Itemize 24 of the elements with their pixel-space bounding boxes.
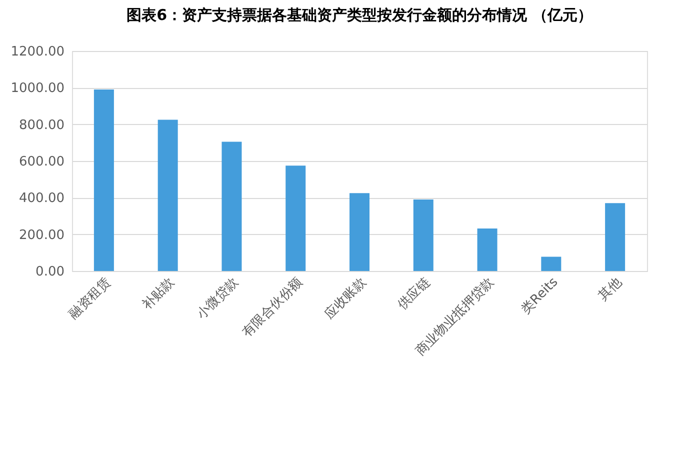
- bar: [158, 120, 178, 271]
- bar: [286, 166, 306, 271]
- x-tick-label: 应收账款: [321, 274, 370, 322]
- bar: [350, 193, 370, 271]
- y-tick-label: 400.00: [19, 191, 64, 206]
- y-tick-label: 200.00: [19, 228, 64, 243]
- y-tick-label: 600.00: [19, 154, 64, 170]
- x-tick-label: 有限合伙份额: [240, 274, 306, 341]
- x-tick-label: 小微贷款: [194, 274, 242, 322]
- bar: [605, 203, 626, 271]
- bar: [477, 228, 498, 271]
- x-tick-label: 融资租赁: [66, 274, 114, 322]
- x-tick-label: 补贴款: [140, 274, 178, 313]
- bar: [94, 90, 114, 271]
- bar: [222, 142, 242, 271]
- chart-title: 图表6：资产支持票据各基础资产类型按发行金额的分布情况 （亿元）: [126, 6, 592, 24]
- y-tick-label: 800.00: [19, 118, 64, 133]
- y-tick-label: 1200.00: [10, 44, 64, 60]
- bar: [541, 256, 562, 271]
- y-tick-label: 1000.00: [10, 81, 64, 96]
- x-tick-label: 其他: [596, 274, 625, 304]
- bar: [413, 200, 434, 271]
- y-tick-label: 0.00: [36, 264, 64, 280]
- x-tick-label: 供应链: [394, 274, 434, 313]
